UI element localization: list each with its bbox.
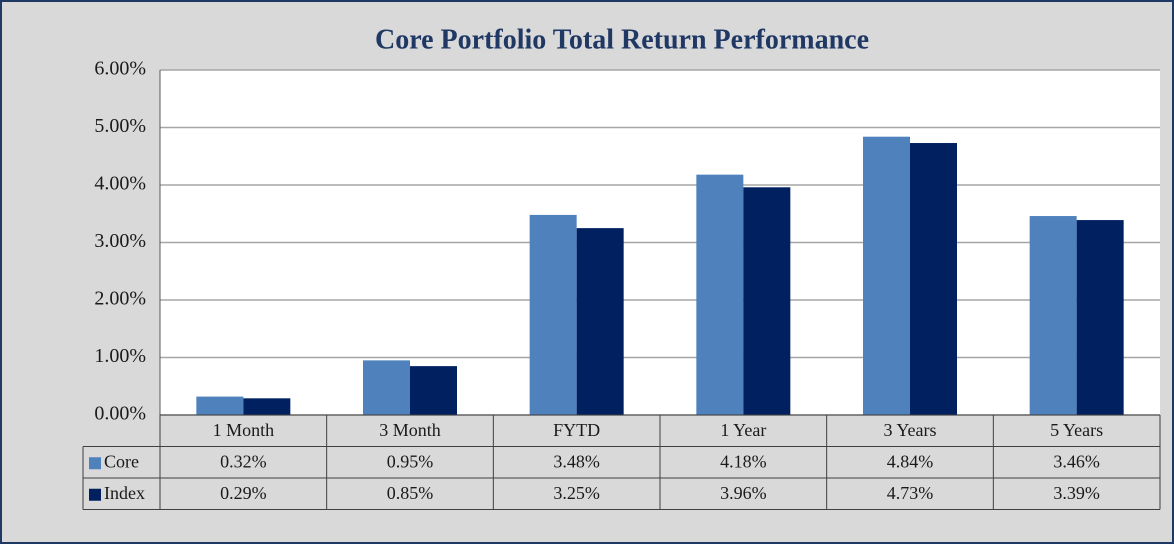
- table-value: 4.73%: [887, 483, 934, 503]
- table-value: 3.96%: [720, 483, 767, 503]
- legend-swatch: [89, 488, 101, 501]
- table-value: 4.84%: [887, 451, 934, 471]
- x-tick-label: FYTD: [553, 420, 600, 440]
- x-tick-label: 1 Year: [720, 420, 766, 440]
- legend-swatch: [89, 457, 101, 470]
- bar: [1076, 220, 1124, 415]
- table-value: 0.85%: [387, 483, 434, 503]
- x-tick-label: 3 Years: [883, 420, 936, 440]
- y-tick-label: 3.00%: [94, 230, 146, 252]
- y-tick-label: 0.00%: [94, 403, 146, 425]
- x-tick-label: 3 Month: [379, 420, 441, 440]
- bar: [696, 174, 744, 415]
- table-value: 4.18%: [720, 451, 767, 471]
- chart-title: Core Portfolio Total Return Performance: [375, 24, 869, 55]
- y-tick-label: 2.00%: [94, 288, 146, 310]
- table-value: 3.25%: [553, 483, 600, 503]
- y-tick-label: 4.00%: [94, 173, 146, 195]
- bar: [576, 228, 624, 415]
- x-tick-label: 1 Month: [213, 420, 275, 440]
- table-value: 0.95%: [387, 451, 434, 471]
- y-tick-label: 5.00%: [94, 115, 146, 137]
- bar: [910, 143, 957, 415]
- legend-label: Index: [104, 483, 145, 503]
- table-value: 3.39%: [1053, 483, 1100, 503]
- bar: [743, 187, 791, 415]
- bar: [363, 360, 410, 415]
- legend-label: Core: [104, 451, 139, 471]
- bar: [410, 366, 457, 415]
- table-value: 3.46%: [1053, 451, 1100, 471]
- bar: [196, 396, 244, 415]
- bar: [863, 136, 910, 415]
- bar: [529, 214, 577, 415]
- table-value: 0.29%: [220, 483, 267, 503]
- bar: [1029, 216, 1077, 415]
- table-value: 3.48%: [553, 451, 600, 471]
- bar: [243, 398, 291, 415]
- table-value: 0.32%: [220, 451, 267, 471]
- x-tick-label: 5 Years: [1050, 420, 1103, 440]
- y-tick-label: 1.00%: [94, 345, 146, 367]
- y-tick-label: 6.00%: [94, 58, 146, 80]
